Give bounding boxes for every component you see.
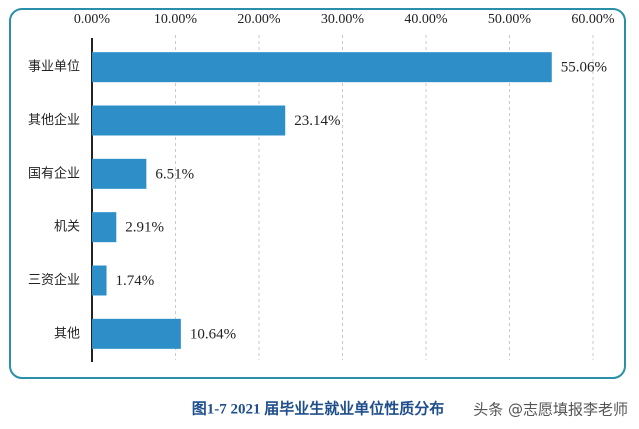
y-tick-label: 事业单位 xyxy=(28,60,80,75)
value-label: 23.14% xyxy=(294,113,340,129)
y-tick-label: 三资企业 xyxy=(28,272,80,288)
value-label: 2.91% xyxy=(125,220,164,236)
x-tick-label: 10.00% xyxy=(154,12,198,27)
value-label: 1.74% xyxy=(116,273,155,289)
frame xyxy=(9,8,626,379)
bar xyxy=(92,158,147,189)
x-tick-label: 50.00% xyxy=(488,12,532,27)
y-tick-label: 其他 xyxy=(54,326,80,341)
x-tick-label: 20.00% xyxy=(237,12,281,27)
bar xyxy=(92,265,107,296)
caption: 图1-7 2021 届毕业生就业单位性质分布 xyxy=(192,399,445,417)
x-tick-label: 0.00% xyxy=(74,12,111,27)
y-tick-label: 其他企业 xyxy=(28,112,80,128)
bar xyxy=(92,105,286,136)
x-tick-label: 40.00% xyxy=(404,12,448,27)
watermark: 头条 @志愿填报李老师 xyxy=(473,401,628,419)
bar xyxy=(92,52,552,83)
y-tick-label: 机关 xyxy=(54,220,80,235)
x-tick-label: 30.00% xyxy=(321,12,365,27)
value-label: 55.06% xyxy=(561,60,607,76)
y-tick-label: 国有企业 xyxy=(28,165,80,181)
bar xyxy=(92,318,181,349)
bar xyxy=(92,212,117,243)
value-label: 10.64% xyxy=(190,326,236,342)
value-label: 6.51% xyxy=(155,166,194,182)
x-tick-label: 60.00% xyxy=(571,12,615,27)
